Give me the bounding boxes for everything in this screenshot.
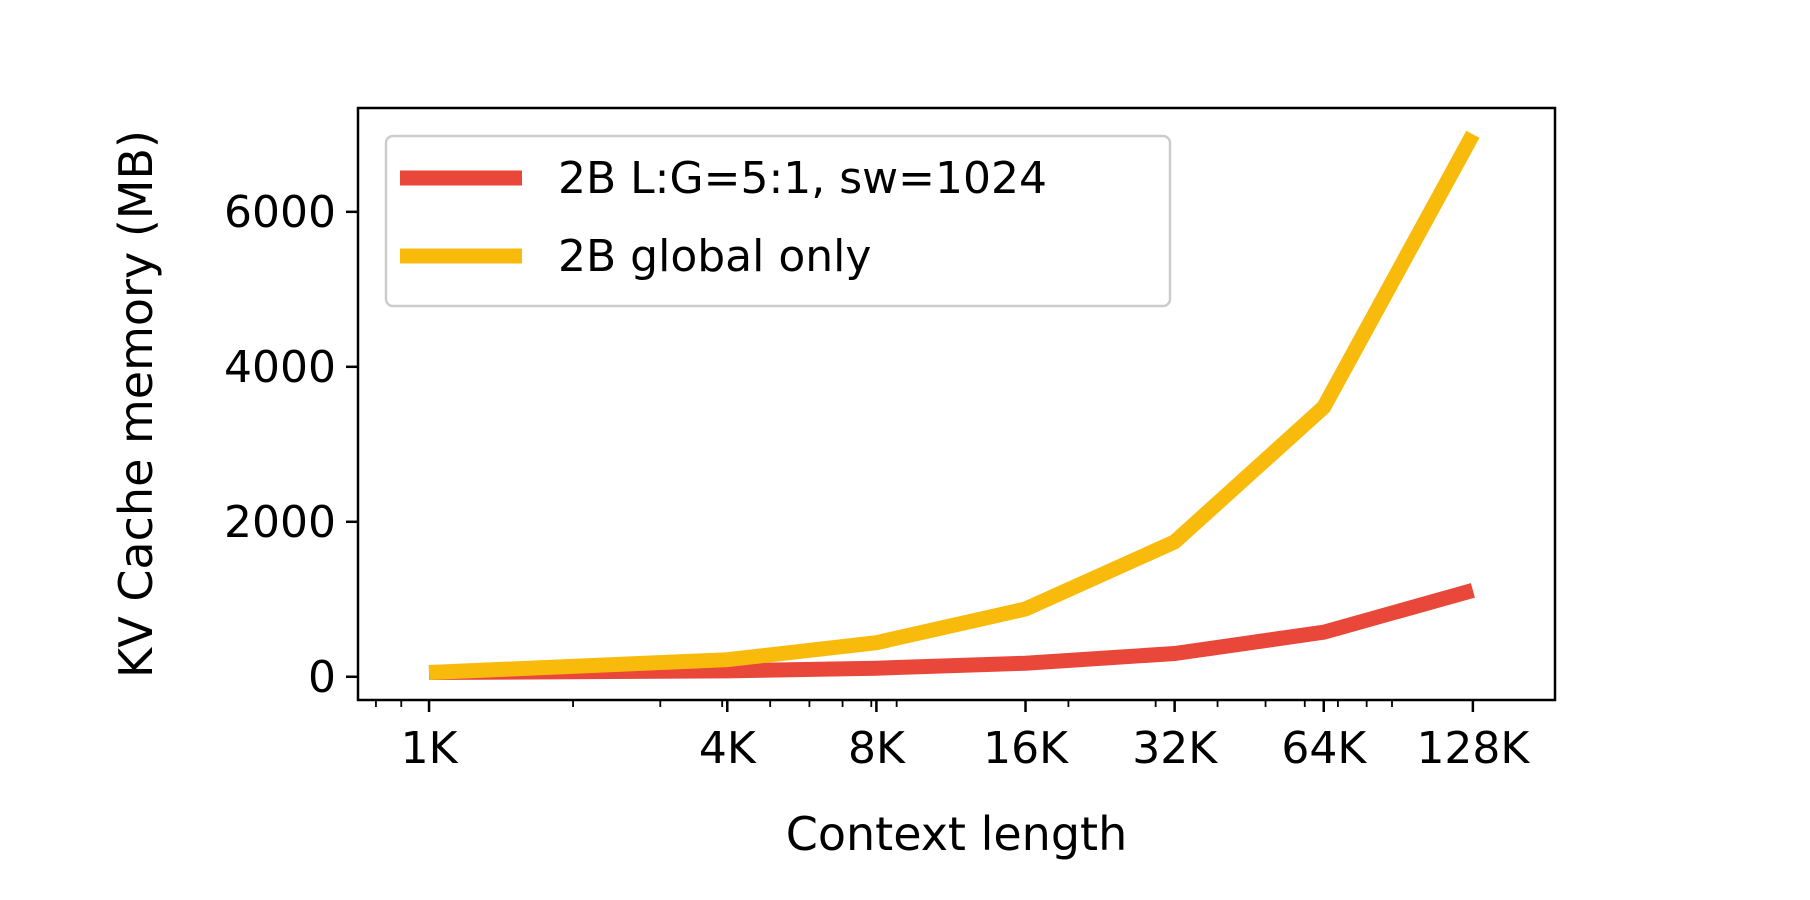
series-line-0 xyxy=(428,583,1475,680)
series-layer xyxy=(428,130,1480,680)
legend-label: 2B global only xyxy=(558,231,871,282)
legend-box xyxy=(384,134,1172,308)
x-axis-label: Context length xyxy=(786,807,1127,861)
x-axis: 1K 4K 8K 16K 32K 64K 128K xyxy=(375,700,1530,774)
x-tick-label: 1K xyxy=(401,723,459,774)
x-tick-label: 64K xyxy=(1281,723,1367,774)
x-tick-label: 8K xyxy=(848,723,906,774)
y-tick-label: 0 xyxy=(308,652,336,703)
plot-frame xyxy=(356,106,1557,702)
y-axis: 0 2000 4000 6000 xyxy=(224,187,358,703)
legend-label: 2B L:G=5:1, sw=1024 xyxy=(558,153,1047,204)
y-tick-label: 6000 xyxy=(224,187,336,238)
x-tick-label: 128K xyxy=(1416,723,1530,774)
legend: 2B L:G=5:1, sw=1024 2B global only xyxy=(384,134,1172,308)
x-tick-label: 32K xyxy=(1132,723,1218,774)
y-tick-label: 4000 xyxy=(224,342,336,393)
x-tick-label: 16K xyxy=(983,723,1069,774)
y-tick-label: 2000 xyxy=(224,497,336,548)
series-line-1 xyxy=(428,130,1480,680)
x-tick-label: 4K xyxy=(699,723,757,774)
y-axis-label: KV Cache memory (MB) xyxy=(109,130,163,678)
